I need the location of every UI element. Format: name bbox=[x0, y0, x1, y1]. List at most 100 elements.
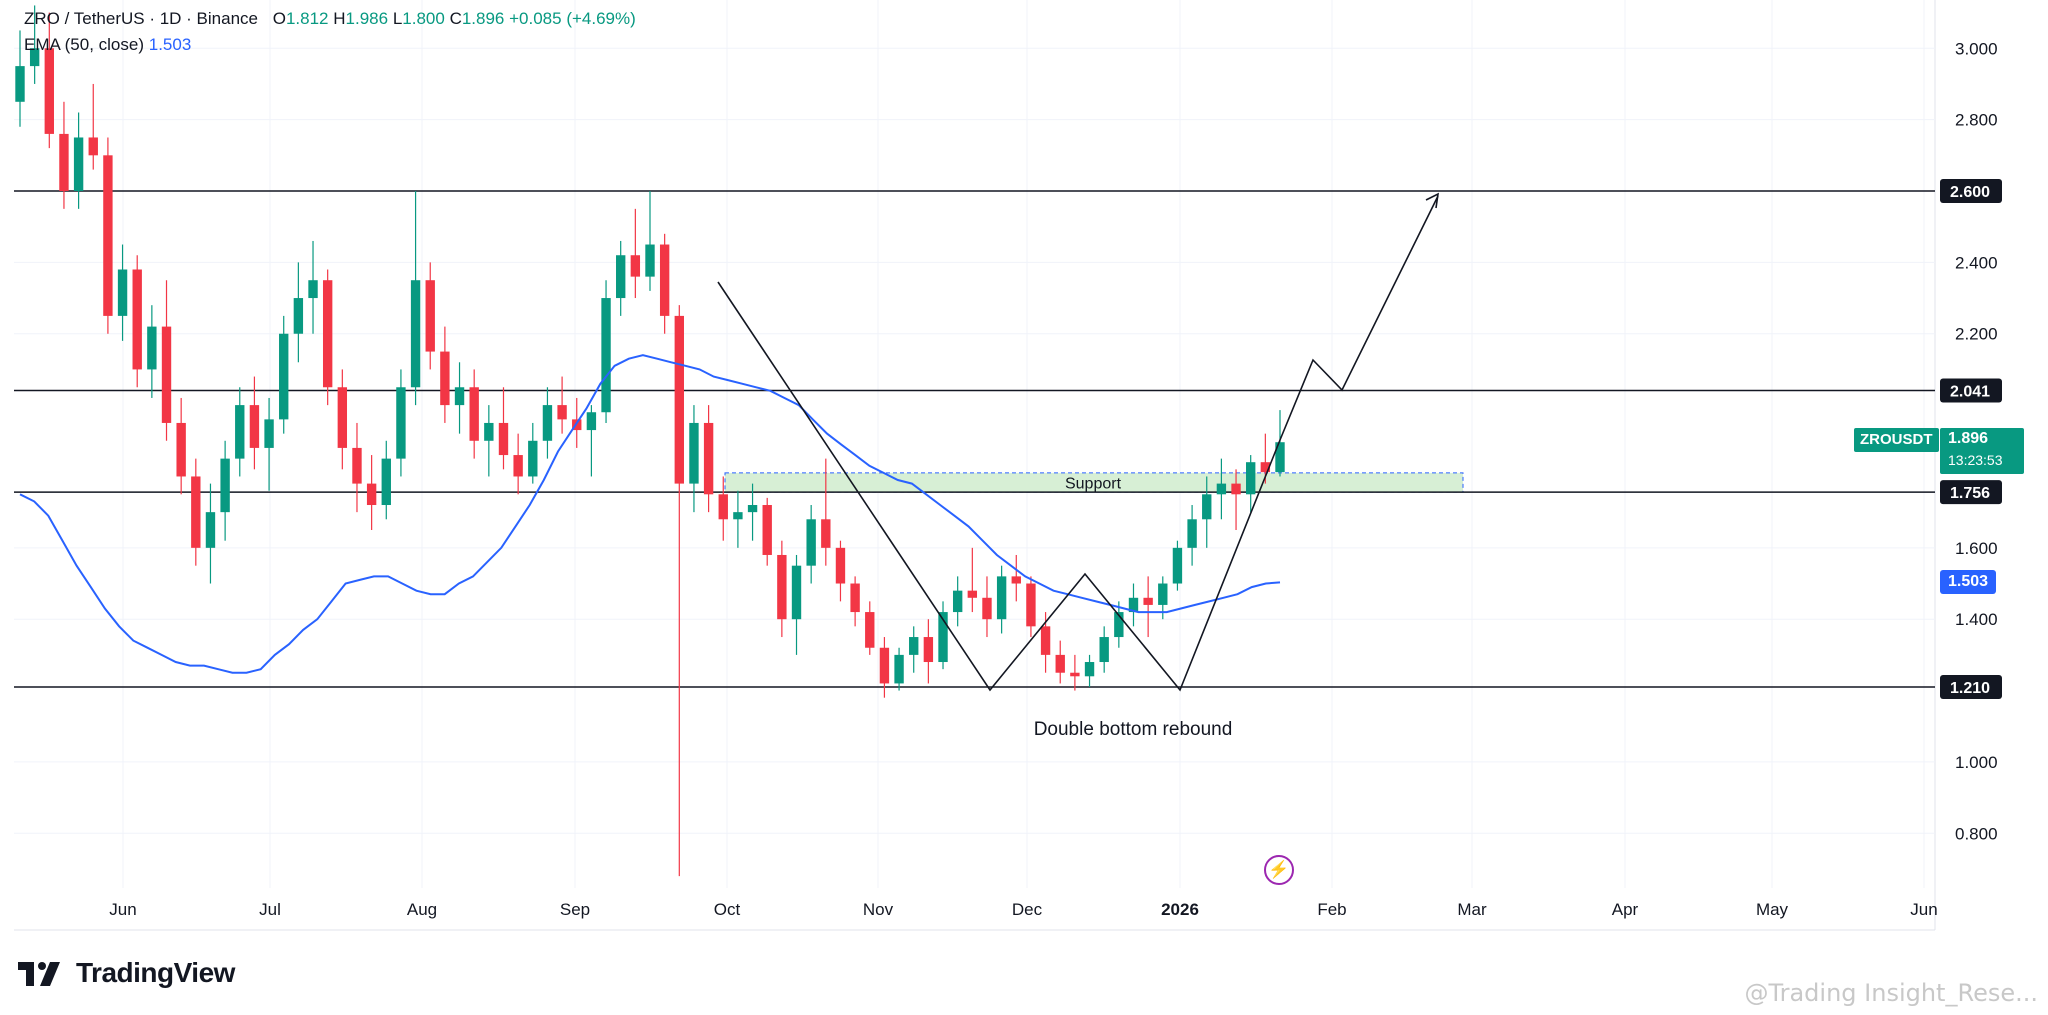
candle-body bbox=[762, 505, 772, 555]
candle-body bbox=[440, 351, 450, 406]
candle-body bbox=[220, 458, 230, 513]
low-label: L bbox=[392, 9, 403, 28]
candle-body bbox=[1246, 462, 1256, 495]
candle-body bbox=[1143, 597, 1153, 605]
time-tick-label: May bbox=[1756, 900, 1789, 919]
last-price: 1.896 bbox=[1948, 430, 1989, 447]
candle-body bbox=[1260, 462, 1271, 473]
time-tick-label: Jun bbox=[1910, 900, 1937, 919]
change-value: +0.085 (+4.69%) bbox=[509, 9, 636, 28]
level-tag bbox=[1940, 675, 2002, 699]
candle-body bbox=[513, 455, 523, 477]
symbol-label[interactable]: ZRO / TetherUS · 1D · Binance bbox=[24, 9, 258, 28]
candle-body bbox=[645, 244, 655, 277]
candle-body bbox=[322, 280, 333, 388]
candle-body bbox=[88, 137, 98, 156]
candle-body bbox=[469, 387, 479, 441]
candle-body bbox=[528, 440, 538, 477]
tradingview-logo[interactable]: TradingView bbox=[18, 955, 235, 991]
candle-body bbox=[938, 612, 948, 663]
candles bbox=[15, 5, 1285, 877]
candle-body bbox=[498, 422, 509, 456]
candle-body bbox=[982, 597, 992, 620]
candle-body bbox=[59, 133, 69, 191]
candle-body bbox=[1114, 612, 1124, 638]
candle-body bbox=[147, 326, 157, 370]
candle-body bbox=[235, 405, 245, 459]
candle-body bbox=[733, 512, 743, 520]
watermark: @Trading Insight_Rese... bbox=[1744, 979, 2038, 1007]
candle-body bbox=[396, 387, 406, 459]
candle-body bbox=[191, 476, 201, 548]
candle-body bbox=[1172, 547, 1183, 584]
candle-body bbox=[176, 422, 186, 477]
candle-body bbox=[835, 547, 846, 584]
target-arrowhead bbox=[1425, 192, 1440, 209]
candle-body bbox=[659, 244, 670, 316]
candle-body bbox=[381, 458, 391, 506]
candle-body bbox=[674, 315, 684, 484]
candle-body bbox=[791, 565, 802, 620]
candle-body bbox=[1070, 672, 1080, 677]
candle-body bbox=[747, 505, 758, 513]
ema-label[interactable]: EMA (50, close) bbox=[24, 35, 144, 54]
level-tag bbox=[1940, 480, 2002, 505]
candle-body bbox=[542, 405, 553, 441]
support-zone: Support bbox=[724, 472, 1464, 493]
candle-body bbox=[279, 333, 289, 420]
level-tag-label: 1.756 bbox=[1950, 485, 1990, 502]
time-tick-label: Nov bbox=[863, 900, 894, 919]
candle-body bbox=[894, 654, 904, 684]
low-value: 1.800 bbox=[402, 9, 445, 28]
price-tick-label: 2.200 bbox=[1955, 325, 1998, 344]
time-tick-label: Mar bbox=[1457, 900, 1487, 919]
ema-value: 1.503 bbox=[148, 35, 192, 54]
candle-body bbox=[909, 637, 919, 655]
time-axis[interactable]: Jun Jul Aug Sep Oct Nov Dec 2026 Feb Mar Apr May Jun bbox=[109, 900, 1937, 919]
time-tick-label: Feb bbox=[1317, 900, 1346, 919]
double-bottom-path bbox=[717, 195, 1439, 692]
price-tick-label: 1.000 bbox=[1955, 753, 1998, 772]
candle-body bbox=[205, 512, 216, 548]
candle-body bbox=[1026, 583, 1036, 627]
candle-body bbox=[337, 387, 348, 448]
candle-body bbox=[952, 590, 963, 613]
candle-body bbox=[308, 280, 318, 299]
lightning-icon[interactable]: ⚡ bbox=[1264, 855, 1294, 885]
time-tick-label: Sep bbox=[560, 900, 590, 919]
candle-body bbox=[1275, 442, 1285, 473]
candle-body bbox=[103, 155, 113, 316]
candle-body bbox=[865, 612, 875, 648]
candle-body bbox=[132, 269, 142, 370]
candle-body bbox=[1055, 654, 1065, 673]
time-tick-label: Oct bbox=[714, 900, 741, 919]
level-tag bbox=[1940, 378, 2002, 403]
candle-body bbox=[161, 326, 172, 423]
candle-body bbox=[117, 269, 128, 316]
time-tick-label: 2026 bbox=[1161, 900, 1199, 919]
candle-body bbox=[703, 422, 714, 495]
candle-body bbox=[454, 387, 465, 406]
level-tag bbox=[1940, 179, 2002, 203]
candle-body bbox=[15, 66, 25, 102]
candle-body bbox=[44, 48, 54, 134]
candle-body bbox=[777, 554, 787, 620]
ema-row: EMA (50, close) 1.503 bbox=[24, 32, 636, 58]
support-label: Support bbox=[1065, 476, 1122, 493]
candle-body bbox=[1202, 494, 1212, 520]
candle-body bbox=[293, 298, 304, 334]
open-label: O bbox=[272, 9, 286, 28]
ticker-tag: ZROUSDT bbox=[1854, 428, 1939, 452]
high-label: H bbox=[333, 9, 346, 28]
bar-countdown: 13:23:53 bbox=[1948, 452, 2003, 468]
candle-body bbox=[850, 583, 860, 613]
candle-body bbox=[1216, 483, 1227, 495]
close-label: C bbox=[449, 9, 462, 28]
candle-body bbox=[879, 647, 890, 684]
candle-body bbox=[29, 48, 40, 67]
candle-body bbox=[616, 255, 626, 299]
pattern-annotation: Double bottom rebound bbox=[1034, 719, 1233, 740]
price-axis[interactable]: 3.000 2.800 2.400 2.200 1.600 1.400 1.000 0.800 bbox=[1955, 39, 1998, 843]
level-tag-label: 2.041 bbox=[1950, 383, 1990, 400]
